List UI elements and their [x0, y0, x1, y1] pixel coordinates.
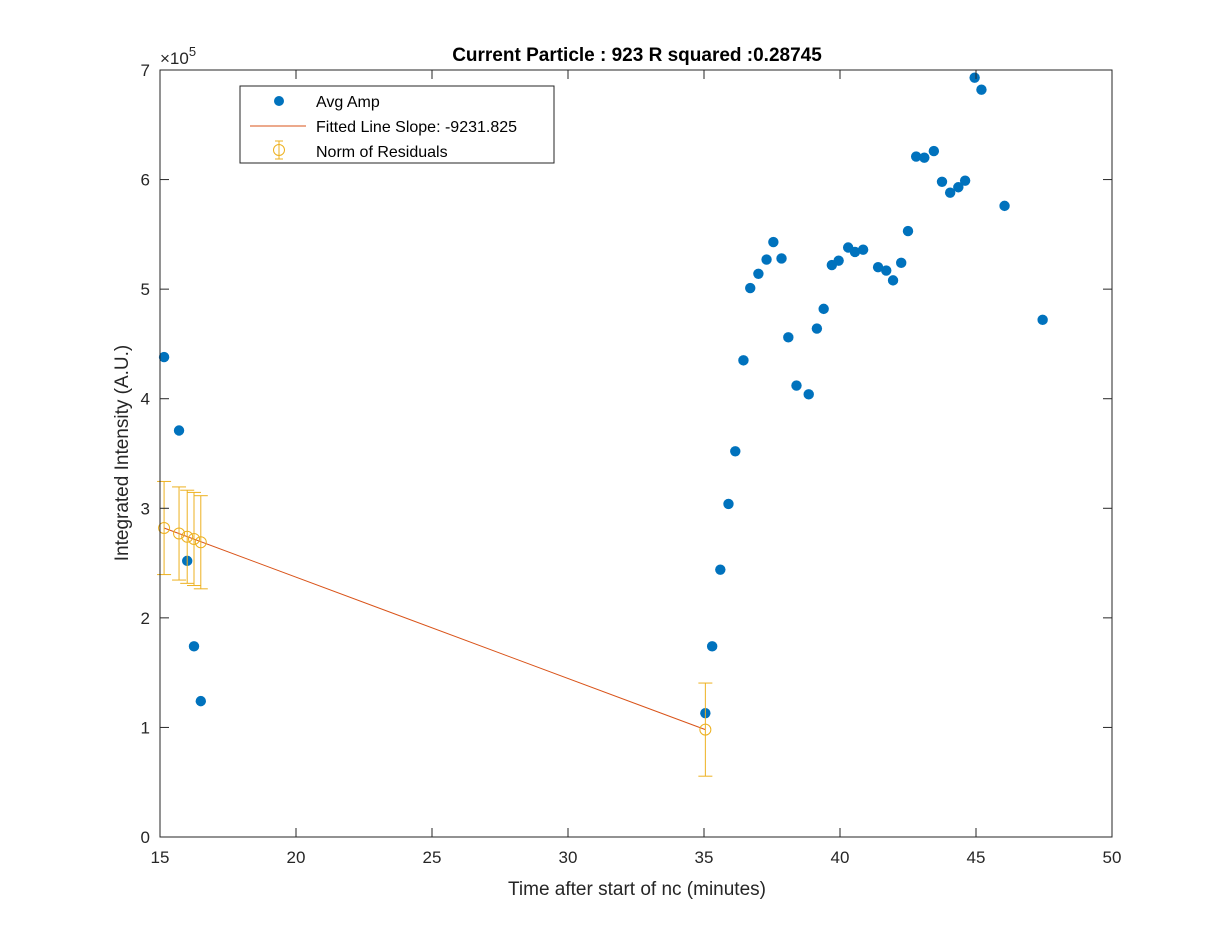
data-point-avg-amp [872, 262, 884, 273]
data-point-avg-amp [976, 84, 987, 95]
data-point-avg-amp [173, 425, 185, 436]
axes-box [159, 69, 1113, 838]
data-point-avg-amp [188, 641, 200, 652]
data-point-avg-amp [783, 332, 794, 343]
y-tick-label: 6 [141, 171, 150, 190]
data-point-avg-amp [776, 253, 787, 264]
data-point-avg-amp [857, 244, 869, 255]
data-point-avg-amp [803, 389, 814, 400]
x-tick-label: 20 [287, 848, 306, 867]
data-point-avg-amp [753, 268, 764, 280]
data-point-avg-amp [944, 187, 956, 198]
y-axis-exponent: ×105 [160, 44, 196, 68]
x-tick-label: 30 [559, 848, 578, 867]
legend-marker-avg-amp [274, 96, 284, 106]
chart-title: Current Particle : 923 R squared :0.2874… [452, 45, 822, 66]
data-point-avg-amp [158, 351, 170, 363]
data-point-avg-amp [715, 564, 726, 575]
data-point-avg-amp [928, 145, 940, 157]
residual-point [699, 723, 712, 736]
y-axis-ticks: 0 1 2 3 4 5 6 7 [141, 61, 1112, 847]
legend-box [239, 85, 555, 164]
data-point-avg-amp [745, 282, 756, 294]
data-point-avg-amp [896, 257, 907, 269]
data-point-avg-amp [195, 695, 206, 707]
residual-point [188, 532, 200, 545]
data-point-avg-amp [761, 254, 772, 265]
data-point-avg-amp [902, 225, 914, 237]
x-axis-ticks: 15 20 25 30 35 40 45 50 [151, 70, 1122, 867]
y-tick-label: 7 [141, 61, 150, 80]
y-tick-label: 4 [141, 390, 150, 409]
data-point-avg-amp [849, 246, 861, 258]
data-point-avg-amp [706, 641, 718, 652]
y-tick-label: 0 [141, 828, 150, 847]
data-point-avg-amp [999, 200, 1010, 212]
x-tick-label: 25 [423, 848, 442, 867]
residual-point [194, 536, 207, 549]
axes-frame [159, 69, 1113, 838]
data-point-avg-amp [730, 446, 741, 457]
y-exponent-power: 5 [189, 44, 196, 59]
legend-label-fitted-line: Fitted Line Slope: -9231.825 [316, 119, 517, 136]
data-point-avg-amp [881, 265, 892, 276]
residual-point [173, 527, 186, 540]
data-point-avg-amp [818, 303, 829, 315]
y-tick-label: 1 [141, 718, 150, 737]
y-exponent-base: ×10 [160, 49, 189, 68]
data-point-avg-amp [887, 275, 899, 286]
data-point-avg-amp [969, 72, 980, 83]
residual-point [158, 522, 171, 535]
x-tick-label: 40 [831, 848, 850, 867]
y-axis-label: Integrated Intensity (A.U.) [112, 345, 133, 562]
y-tick-label: 3 [141, 499, 150, 518]
data-point-avg-amp [910, 151, 922, 162]
data-point-avg-amp [768, 236, 779, 248]
data-point-avg-amp [811, 323, 823, 334]
data-point-avg-amp [959, 175, 971, 186]
data-point-avg-amp [1037, 314, 1048, 326]
series-layer [157, 72, 1048, 777]
legend-marker-residuals [273, 144, 285, 156]
data-point-avg-amp [919, 152, 930, 163]
x-tick-label: 45 [967, 848, 986, 867]
data-point-avg-amp [953, 182, 964, 193]
legend-label-residuals: Norm of Residuals [316, 144, 448, 161]
data-point-avg-amp [738, 355, 749, 366]
x-tick-label: 50 [1103, 848, 1122, 867]
legend-label-avg-amp: Avg Amp [316, 94, 380, 111]
data-point-avg-amp [833, 255, 844, 266]
data-point-avg-amp [936, 176, 948, 187]
fitted-line [163, 527, 706, 731]
y-tick-label: 5 [141, 280, 150, 299]
x-axis-label: Time after start of nc (minutes) [508, 879, 766, 900]
data-point-avg-amp [723, 498, 734, 510]
data-point-avg-amp [791, 380, 802, 391]
x-tick-label: 35 [695, 848, 714, 867]
y-tick-label: 2 [141, 609, 150, 628]
plot-area [160, 70, 1112, 837]
residual-point [181, 530, 194, 543]
legend: Avg Amp Fitted Line Slope: -9231.825 Nor… [239, 85, 555, 164]
x-tick-label: 15 [151, 848, 170, 867]
